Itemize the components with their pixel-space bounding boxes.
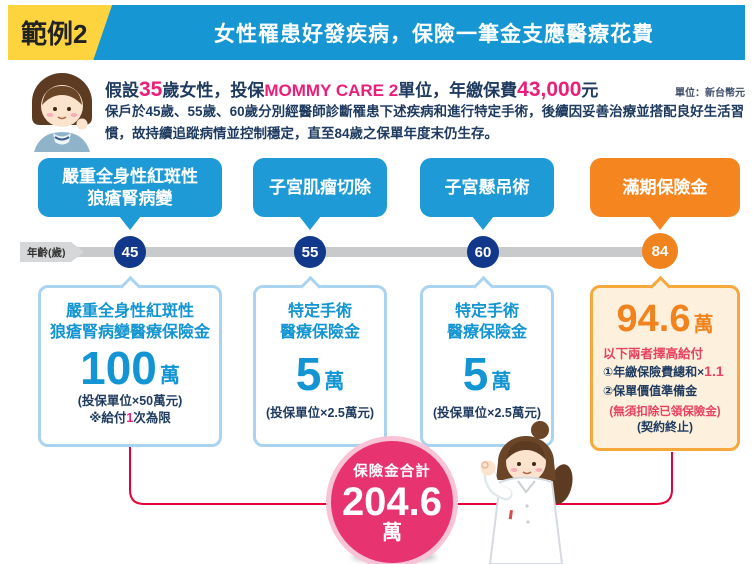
timeline-bar <box>20 247 668 257</box>
scenario-paragraph: 保戶於45歲、55歲、60歲分別經醫師診斷罹患下述疾病和進行特定手術，後續因妥善… <box>105 101 747 144</box>
event-bubble-myomectomy: 子宮肌瘤切除 <box>253 158 387 230</box>
total-amount: 204.6 <box>341 480 443 524</box>
maturity-option-1: ①年繳保險費總和×1.1 <box>593 362 737 382</box>
para-seg: 歲、 <box>202 104 230 119</box>
event-bubble-lupus: 嚴重全身性紅斑性 狼瘡腎病變 <box>38 158 222 230</box>
headline-seg: 歲女性，投保 <box>162 81 265 100</box>
event-label: 滿期保險金 <box>622 177 708 197</box>
bubble-pointer <box>472 216 494 230</box>
benefit-amount: 100 萬 <box>41 343 219 393</box>
benefit-amount: 5 萬 <box>423 349 551 399</box>
maturity-heading: 以下兩者擇高給付 <box>603 347 704 361</box>
benefit-box-surgery-2: 特定手術 醫療保險金 5 萬 (投保單位×2.5萬元) <box>420 275 554 447</box>
event-label: 子宮肌瘤切除 <box>269 177 371 197</box>
amount-number: 5 <box>295 348 322 400</box>
benefit-amount: 5 萬 <box>256 349 384 399</box>
age-dot-60: 60 <box>467 236 499 268</box>
maturity-end-note: (契約終止) <box>637 420 693 434</box>
para-age: 55 <box>187 104 203 119</box>
premium-highlight: 43,000 <box>517 78 582 101</box>
nurse-illustration <box>480 421 573 564</box>
para-age: 60 <box>229 104 245 119</box>
amount-number: 5 <box>462 348 489 400</box>
amount-number: 100 <box>80 342 157 394</box>
assumption-headline: 假設35歲女性，投保MOMMY CARE 2單位，年繳保費43,000元 <box>105 76 598 102</box>
example-badge-label: 範例2 <box>21 19 88 49</box>
event-label: 子宮懸吊術 <box>444 177 530 197</box>
box-notch <box>119 275 142 298</box>
event-label: 嚴重全身性紅斑性 狼瘡腎病變 <box>62 166 198 208</box>
note-seg: ※給付 <box>89 411 127 425</box>
benefit-box-maturity: 94.6 萬 以下兩者擇高給付 ①年繳保險費總和×1.1 ②保單價值準備金 (無… <box>590 275 740 451</box>
para-seg: 歲之保單年度末仍生存。 <box>349 125 499 141</box>
amount-number: 94.6 <box>616 298 691 340</box>
policyholder-avatar <box>32 73 92 152</box>
benefit-box-lupus: 嚴重全身性紅斑性 狼瘡腎病變醫療保險金 100 萬 (投保單位×50萬元) ※給… <box>38 275 222 447</box>
age-dot-84: 84 <box>642 233 678 269</box>
product-name: MOMMY CARE 2 <box>264 81 399 100</box>
note-seg: 次為限 <box>133 411 171 425</box>
benefit-title: 嚴重全身性紅斑性 狼瘡腎病變醫療保險金 <box>49 303 210 341</box>
para-age: 84 <box>334 125 350 141</box>
option-highlight: 1.1 <box>704 363 724 379</box>
benefit-note: (投保單位×2.5萬元) <box>265 406 374 420</box>
benefit-note: (投保單位×2.5萬元) <box>432 406 541 420</box>
para-age: 45 <box>145 104 161 119</box>
header: 女性罹患好發疾病，保險一筆金支應醫療花費 範例2 <box>8 5 745 60</box>
benefit-note: (投保單位×50萬元) <box>77 394 183 408</box>
amount-unit: 萬 <box>693 314 714 336</box>
maturity-red-note: (無須扣除已領保險金) <box>609 406 721 418</box>
bubble-pointer <box>649 216 671 230</box>
box-notch <box>649 275 672 298</box>
note-highlight: 1 <box>126 411 134 425</box>
benefit-note-limit: ※給付1次為限 <box>41 410 219 427</box>
benefit-title: 特定手術 醫療保險金 <box>446 303 527 341</box>
para-seg: 歲、 <box>160 104 188 119</box>
amount-unit: 萬 <box>324 371 345 393</box>
maturity-amount: 94.6 萬 <box>593 298 737 340</box>
headline-seg: 單位，年繳保費 <box>398 81 518 100</box>
box-notch <box>299 275 322 298</box>
bubble-pointer <box>119 216 141 230</box>
headline-seg: 元 <box>581 81 599 100</box>
event-bubble-suspension: 子宮懸吊術 <box>420 158 554 230</box>
para-seg: 保戶於 <box>105 104 146 119</box>
header-title-banner: 女性罹患好發疾病，保險一筆金支應醫療花費 <box>93 5 745 60</box>
amount-unit: 萬 <box>159 365 180 387</box>
age-axis-label: 年齡(歲) <box>20 242 84 262</box>
box-notch <box>472 275 495 298</box>
amount-unit: 萬 <box>491 371 512 393</box>
benefit-box-surgery-1: 特定手術 醫療保險金 5 萬 (投保單位×2.5萬元) <box>253 275 387 447</box>
headline-seg: 假設 <box>105 81 139 100</box>
total-unit: 萬 <box>382 522 402 544</box>
event-bubble-maturity: 滿期保險金 <box>590 158 740 230</box>
currency-unit-note: 單位：新台幣元 <box>675 88 745 99</box>
total-circle: 保險金合計 204.6 萬 <box>326 436 458 564</box>
age-highlight: 35 <box>139 78 163 101</box>
maturity-option-2: ②保單價值準備金 <box>603 384 698 398</box>
age-dot-55: 55 <box>294 236 326 268</box>
para-seg: 歲分別經醫師診斷罹患下述疾病和進行特定手術，後續因妥善治療並搭配良好生活習慣，故… <box>105 104 745 141</box>
total-label: 保險金合計 <box>353 464 431 480</box>
example-badge: 範例2 <box>8 5 112 60</box>
bubble-pointer <box>299 216 321 230</box>
option-seg: ①年繳保險費總和× <box>603 365 705 379</box>
page-title: 女性罹患好發疾病，保險一筆金支應醫療花費 <box>214 22 654 46</box>
benefit-title: 特定手術 醫療保險金 <box>279 303 360 341</box>
age-dot-45: 45 <box>114 236 146 268</box>
